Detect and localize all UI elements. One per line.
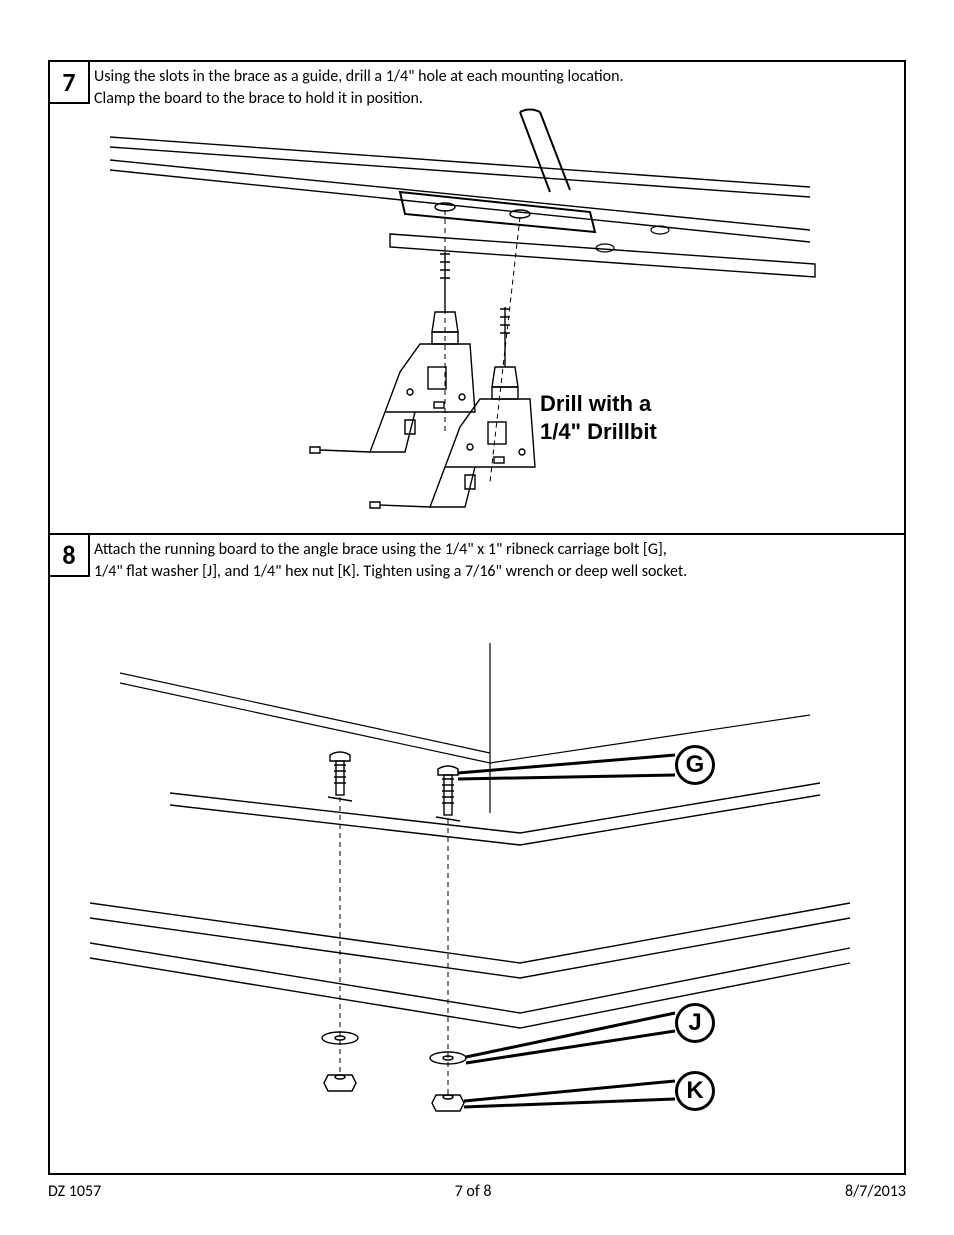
footer-doc-id: DZ 1057 xyxy=(48,1182,101,1201)
drill-label-line1: Drill with a xyxy=(540,391,651,416)
step-8-diagram xyxy=(50,583,906,1173)
document-page: 7 Using the slots in the brace as a guid… xyxy=(0,0,954,1235)
step-7-text-line1: Using the slots in the brace as a guide,… xyxy=(94,67,624,86)
drill-label: Drill with a 1/4" Drillbit xyxy=(540,390,657,445)
callout-g: G xyxy=(675,745,715,785)
footer-page-num: 7 of 8 xyxy=(455,1182,492,1201)
step-7-number: 7 xyxy=(48,60,90,104)
step-7-panel: 7 Using the slots in the brace as a guid… xyxy=(48,60,906,535)
drill-label-line2: 1/4" Drillbit xyxy=(540,419,657,444)
step-8-panel: 8 Attach the running board to the angle … xyxy=(48,535,906,1175)
page-footer: DZ 1057 7 of 8 8/7/2013 xyxy=(48,1182,906,1201)
step-8-text-line2: 1/4" flat washer [J], and 1/4" hex nut [… xyxy=(94,562,687,581)
step-8-text-line1: Attach the running board to the angle br… xyxy=(94,540,667,559)
callout-j: J xyxy=(675,1003,715,1043)
step-8-number: 8 xyxy=(48,533,90,577)
step-8-text: Attach the running board to the angle br… xyxy=(94,539,896,582)
callout-k: K xyxy=(675,1071,715,1111)
step-7-diagram xyxy=(50,102,906,532)
footer-date: 8/7/2013 xyxy=(845,1182,906,1201)
